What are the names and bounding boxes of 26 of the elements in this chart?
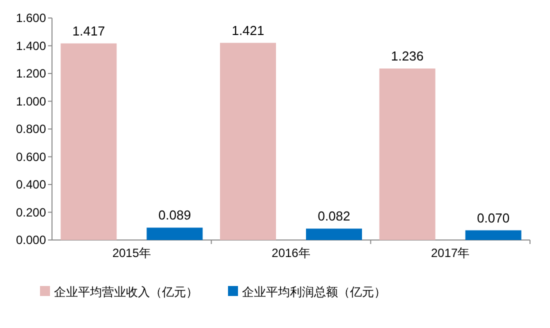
text: 0.089 (158, 208, 191, 223)
y-tick-label: 0.400 (16, 178, 46, 192)
text: 0.082 (318, 208, 350, 224)
text: 0.070 (477, 210, 510, 226)
x-tick-label: 2017年 (430, 246, 470, 260)
x-tick-label: 2016年 (272, 246, 310, 260)
y-tick-label: 0.200 (16, 205, 46, 220)
bar (465, 230, 522, 240)
text: 1.421 (232, 22, 264, 38)
bar (60, 43, 117, 240)
y-tick-label: 0.600 (16, 150, 46, 164)
y-tick-label: 1.000 (16, 94, 46, 108)
bar (379, 68, 436, 240)
y-tick-label: 0.800 (16, 122, 46, 136)
legend-label: 企业平均利润总额（亿元） (242, 285, 386, 299)
y-tick-label: 1.400 (16, 38, 46, 53)
bar (306, 228, 362, 240)
text: 1.417 (72, 23, 105, 38)
y-tick-label: 0.000 (16, 233, 46, 247)
bar (146, 228, 203, 240)
y-tick-label: 1.600 (16, 11, 46, 25)
y-tick-label: 1.200 (16, 66, 46, 80)
text: 1.236 (391, 48, 424, 64)
x-tick-label: 2015年 (112, 246, 152, 260)
legend-label: 企业平均营业收入（亿元） (54, 285, 198, 299)
bar (220, 42, 276, 240)
